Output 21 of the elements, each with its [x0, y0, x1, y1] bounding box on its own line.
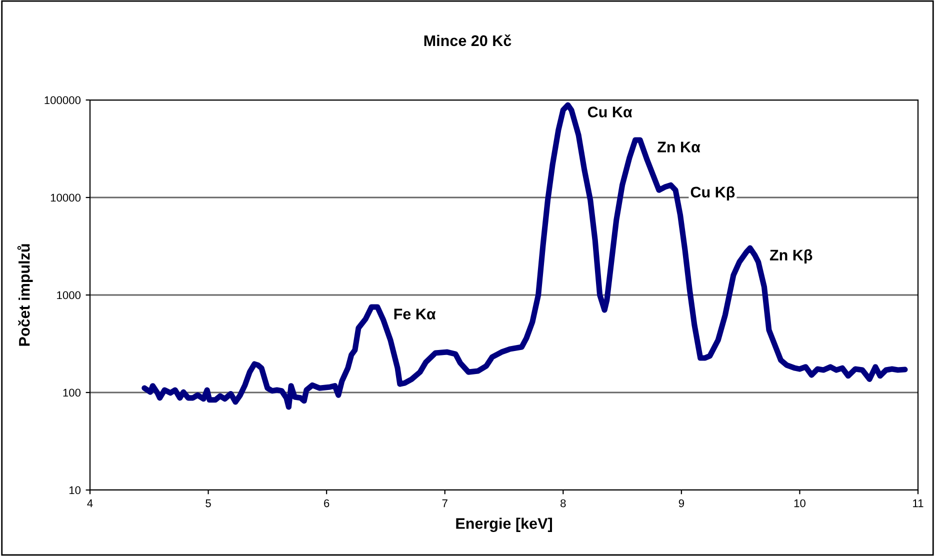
x-tick-label: 8 — [560, 499, 566, 508]
x-tick-label: 11 — [913, 499, 924, 508]
annotation: Zn Kβ — [770, 249, 812, 264]
x-tick-label: 9 — [678, 499, 684, 508]
y-tick-label: 1000 — [57, 291, 81, 300]
annotation: Cu Kβ — [690, 186, 735, 201]
x-tick-label: 10 — [794, 499, 806, 508]
y-tick-label: 10 — [69, 486, 81, 494]
chart-title: Mince 20 Kč — [424, 34, 512, 46]
annotation: Fe Kα — [394, 308, 436, 320]
x-tick-label: 6 — [324, 499, 330, 508]
x-axis-title: Energie [keV] — [456, 518, 552, 532]
x-tick-label: 4 — [87, 499, 93, 508]
y-tick-label: 100000 — [44, 96, 81, 104]
y-tick-label: 10000 — [50, 194, 81, 202]
y-tick-label: 100 — [63, 388, 81, 397]
annotation: Zn Kα — [658, 142, 700, 152]
y-axis-title: Počet impulzů — [17, 244, 33, 346]
annotation: Cu Kα — [588, 106, 632, 118]
x-tick-label: 5 — [206, 499, 211, 508]
x-tick-label: 7 — [442, 499, 448, 508]
